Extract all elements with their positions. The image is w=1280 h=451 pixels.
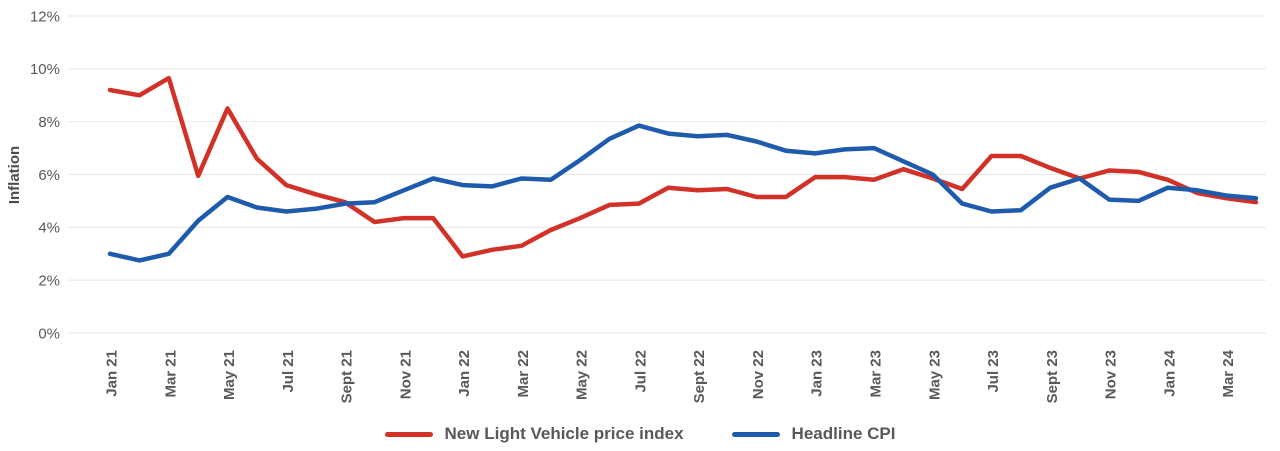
legend-label-new-light-vehicle: New Light Vehicle price index xyxy=(444,424,684,443)
y-tick-label: 10% xyxy=(30,61,60,78)
chart-legend: New Light Vehicle price index Headline C… xyxy=(0,424,1280,444)
x-tick-label: Jan 22 xyxy=(456,350,473,397)
y-tick-label: 2% xyxy=(38,272,60,289)
y-tick-label: 12% xyxy=(30,8,60,25)
chart-plot-area: 0% 2% 4% 6% 8% 10% 12% Inflation Jan 21 Mar 21 May… xyxy=(6,8,1266,403)
red-line-swatch-icon xyxy=(384,431,433,437)
x-tick-label: Jul 23 xyxy=(985,350,1002,393)
x-tick-label: Jul 21 xyxy=(280,350,297,393)
x-tick-label: Sept 23 xyxy=(1044,350,1061,403)
x-tick-label: Sept 22 xyxy=(691,350,708,403)
y-tick-label: 8% xyxy=(38,114,60,131)
y-tick-label: 0% xyxy=(38,325,60,342)
x-tick-label: May 23 xyxy=(926,350,943,400)
x-tick-label: Mar 21 xyxy=(162,350,179,398)
legend-label-headline-cpi: Headline CPI xyxy=(791,424,896,443)
x-tick-label: Nov 22 xyxy=(750,350,767,399)
x-tick-label: Sept 21 xyxy=(339,350,356,403)
x-tick-label: Mar 22 xyxy=(515,350,532,398)
x-tick-label: Jan 24 xyxy=(1161,349,1178,396)
x-tick-label: Jan 21 xyxy=(104,350,121,397)
x-tick-label: Jan 23 xyxy=(809,350,826,397)
x-tick-label: Mar 23 xyxy=(868,350,885,398)
legend-item-new-light-vehicle[interactable]: New Light Vehicle price index xyxy=(384,424,684,444)
x-tick-label: Mar 24 xyxy=(1220,349,1237,397)
x-tick-label: May 21 xyxy=(221,350,238,400)
y-tick-label: 6% xyxy=(38,167,60,184)
x-tick-label: Nov 21 xyxy=(397,350,414,399)
x-tick-label: Nov 23 xyxy=(1103,350,1120,399)
x-tick-label: May 22 xyxy=(574,350,591,400)
new-light-vehicle-line[interactable] xyxy=(107,75,1259,259)
legend-item-headline-cpi[interactable]: Headline CPI xyxy=(731,424,896,444)
headline-cpi-line[interactable] xyxy=(107,123,1259,263)
blue-line-swatch-icon xyxy=(731,431,780,437)
y-tick-label: 4% xyxy=(38,220,60,237)
y-axis-title: Inflation xyxy=(6,146,23,204)
x-tick-label: Jul 22 xyxy=(632,350,649,393)
